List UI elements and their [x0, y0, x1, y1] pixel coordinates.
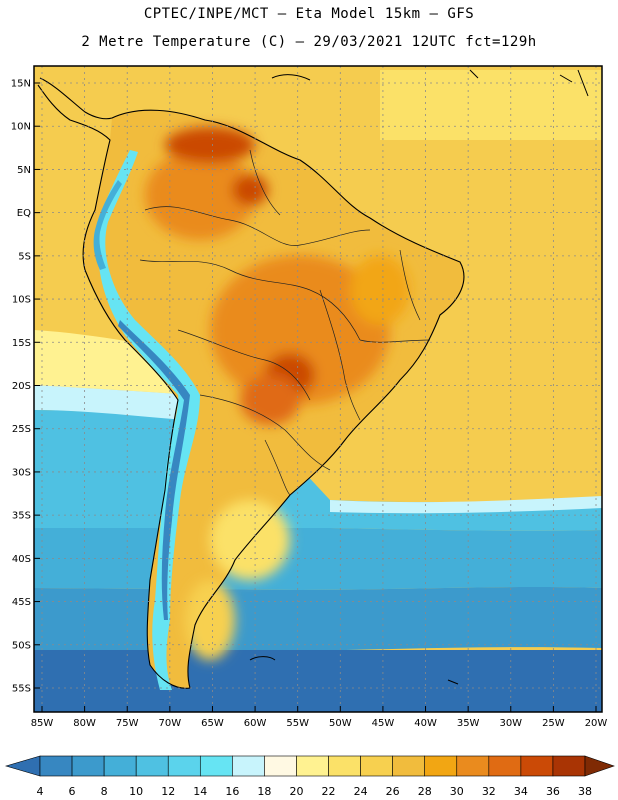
- land-temperature-field: [83, 110, 464, 690]
- lon-label: 60W: [244, 718, 267, 729]
- antilles-outline: [469, 69, 589, 97]
- lat-lon-grid: [34, 66, 602, 712]
- lat-label: 10S: [12, 295, 31, 306]
- coastline: [37, 77, 465, 689]
- colorbar-swatch: [103, 755, 137, 777]
- lon-label: 30W: [499, 718, 522, 729]
- lat-label: 15S: [12, 338, 31, 349]
- lon-label: 20W: [585, 718, 608, 729]
- map-frame: [33, 65, 603, 713]
- colorbar-tick-label: 12: [161, 785, 175, 798]
- colorbar-tick-label: 18: [257, 785, 271, 798]
- lat-label: 40S: [12, 554, 31, 565]
- lon-label: 85W: [31, 718, 54, 729]
- colorbar-low-arrow: [4, 755, 41, 777]
- lat-label: 35S: [12, 511, 31, 522]
- colorbar-swatch: [296, 755, 329, 777]
- andes-colder-core: [118, 320, 190, 620]
- map-plot-area: [34, 66, 602, 712]
- colorbar-swatch: [360, 755, 393, 777]
- lon-label: 75W: [116, 718, 139, 729]
- lat-label: 10N: [11, 122, 31, 133]
- south-georgia-island: [447, 679, 459, 685]
- lat-label: 20S: [12, 381, 31, 392]
- colorbar-tick-label: 16: [225, 785, 239, 798]
- ocean-coldest-band: [34, 650, 602, 712]
- colorbar-tick-label: 10: [129, 785, 143, 798]
- lon-label: 80W: [73, 718, 96, 729]
- colorbar-swatch: [456, 755, 490, 777]
- colorbar-swatch: [232, 755, 265, 777]
- lat-label: 55S: [12, 684, 31, 695]
- lat-label: 15N: [11, 79, 31, 90]
- lat-label: 45S: [12, 597, 31, 608]
- colorbar-swatch: [264, 755, 297, 777]
- colorbar-tick-label: 20: [289, 785, 303, 798]
- lon-label: 35W: [457, 718, 480, 729]
- colorbar-tick-label: 4: [37, 785, 44, 798]
- lat-label: 5N: [17, 165, 31, 176]
- colorbar-tick-label: 36: [546, 785, 560, 798]
- caribbean-islands: [271, 74, 311, 81]
- falkland-islands: [249, 656, 276, 661]
- lat-label: 50S: [12, 640, 31, 651]
- colorbar-swatch: [167, 755, 201, 777]
- latitude-labels: 15N 10N 5N EQ 5S 10S 15S 20S 25S 30S 35S 40S 45S 50S 5…: [11, 79, 31, 695]
- colorbar-tick-label: 30: [450, 785, 464, 798]
- colorbar-tick-label: 6: [69, 785, 76, 798]
- colorbar-tick-label: 34: [514, 785, 528, 798]
- colorbar-swatch: [488, 755, 522, 777]
- colorbar-tick-label: 22: [322, 785, 336, 798]
- colorbar-tick-label: 32: [482, 785, 496, 798]
- ocean-colder-band: [34, 587, 602, 652]
- colorbar-swatch: [39, 755, 73, 777]
- lat-label: 25S: [12, 424, 31, 435]
- map-title-line-2: 2 Metre Temperature (C) – 29/03/2021 12U…: [81, 34, 537, 50]
- ocean-cold-band: [34, 528, 602, 590]
- colorbar-swatch: [71, 755, 105, 777]
- lat-label: 30S: [12, 467, 31, 478]
- colorbar-swatch: [424, 755, 458, 777]
- colorbar-swatch: [199, 755, 233, 777]
- lat-label: EQ: [17, 208, 31, 219]
- lon-label: 70W: [159, 718, 182, 729]
- ocean-northeast-band: [380, 70, 602, 140]
- colorbar-tick-label: 8: [101, 785, 108, 798]
- colorbar-tick-label: 38: [578, 785, 592, 798]
- colorbar-high-arrow: [584, 755, 615, 777]
- lon-label: 25W: [542, 718, 565, 729]
- ocean-front-band: [330, 496, 602, 514]
- colorbar-swatch: [328, 755, 361, 777]
- lon-label: 55W: [286, 718, 309, 729]
- lat-label: 5S: [18, 251, 31, 262]
- colorbar-swatch: [552, 755, 586, 777]
- lon-label: 50W: [329, 718, 352, 729]
- colorbar-swatch: [520, 755, 554, 777]
- colorbar-tick-label: 24: [354, 785, 368, 798]
- colorbar-tick-labels: 4 6 8 10 12 14 16 18 20 22 24 26 28 30 32 34 36 38: [37, 785, 593, 798]
- colorbar-tick-label: 26: [386, 785, 400, 798]
- lon-label: 65W: [201, 718, 224, 729]
- colorbar-swatch: [392, 755, 426, 777]
- lon-label: 45W: [372, 718, 395, 729]
- colorbar-swatch: [135, 755, 169, 777]
- country-borders: [139, 149, 431, 496]
- colorbar-tick-label: 14: [193, 785, 207, 798]
- colorbar-tick-label: 28: [418, 785, 432, 798]
- lon-label: 40W: [414, 718, 437, 729]
- colorbar: [4, 755, 615, 777]
- map-title-line-1: CPTEC/INPE/MCT – Eta Model 15km – GFS: [143, 6, 475, 22]
- longitude-labels: 85W 80W 75W 70W 65W 60W 55W 50W 45W 40W 35W 30W 25W 2…: [31, 718, 608, 729]
